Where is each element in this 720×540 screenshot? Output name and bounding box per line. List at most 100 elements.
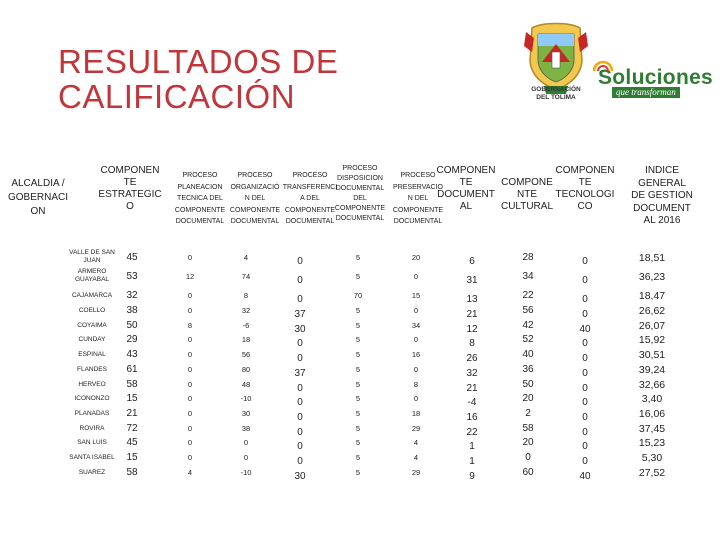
table-cell: 15 — [126, 452, 138, 463]
column-header-line: TE — [459, 177, 473, 188]
table-cell: 0 — [525, 452, 531, 463]
table-cell: 0 — [582, 427, 588, 438]
table-cell: 3,40 — [641, 393, 663, 405]
table-cell: -4 — [467, 397, 477, 408]
table-cell: 6 — [469, 256, 475, 267]
column-header-line: TE — [123, 177, 137, 188]
column-header-line: COMPONENTE — [334, 205, 386, 212]
table-cell: 0 — [582, 368, 588, 379]
table-cell: 5 — [355, 438, 361, 447]
table-cell: 22 — [466, 427, 478, 438]
table-cell: 5 — [355, 409, 361, 418]
table-cell: 43 — [126, 349, 138, 360]
table-cell: 29 — [126, 334, 138, 345]
table-cell: 5 — [355, 253, 361, 262]
table-cell: 0 — [582, 275, 588, 286]
table-cell: 8 — [469, 338, 475, 349]
title-line-1: RESULTADOS DE — [58, 43, 339, 80]
table-cell: 20 — [522, 393, 534, 404]
table-cell: 0 — [582, 412, 588, 423]
table-cell: 0 — [297, 456, 303, 467]
table-cell: 40 — [579, 471, 591, 482]
table-cell: 0 — [297, 353, 303, 364]
table-cell: 37,45 — [638, 423, 666, 435]
column-header: COMPONEN TE ESTRATEGIC O — [85, 165, 175, 213]
table-cell: 15 — [411, 291, 421, 300]
row-label: COELLO — [52, 307, 132, 315]
table-cell: 0 — [297, 412, 303, 423]
table-cell: 8 — [243, 291, 249, 300]
table-cell: 4 — [187, 468, 193, 477]
column-header-line: N DEL — [407, 195, 429, 202]
table-cell: 27,52 — [638, 467, 666, 479]
table-cell: 4 — [413, 438, 419, 447]
table-cell: -10 — [240, 468, 252, 477]
table-cell: 5 — [355, 350, 361, 359]
row-label: HERVEO — [52, 381, 132, 389]
column-header-line: A DEL — [300, 195, 320, 202]
column-header-line: INDICE — [645, 165, 679, 176]
table-cell: 32 — [466, 368, 478, 379]
row-label-line: ROVIRA — [79, 425, 105, 432]
table-cell: 53 — [126, 271, 138, 282]
row-label-line: SANTA ISABEL — [69, 454, 115, 461]
table-cell: 30,51 — [638, 349, 666, 361]
row-label-line: CUNDAY — [78, 336, 106, 343]
column-header-line: COMPONENTE — [174, 206, 226, 214]
table-cell: 29 — [411, 424, 421, 433]
column-header-line: DEL — [353, 195, 367, 202]
row-label-line: ICONONZO — [74, 395, 110, 402]
column-header: COMPONEN TE TECNOLOGI CO — [540, 165, 630, 213]
table-cell: 0 — [582, 309, 588, 320]
table-cell: 48 — [241, 380, 251, 389]
table-cell: 38 — [241, 424, 251, 433]
table-cell: 20 — [411, 253, 421, 262]
table-cell: 34 — [411, 321, 421, 330]
column-header-line: DISPOSICION — [337, 175, 383, 182]
table-cell: 12 — [185, 272, 195, 281]
table-cell: 0 — [187, 380, 193, 389]
row-label: ICONONZO — [52, 395, 132, 403]
table-cell: 0 — [187, 424, 193, 433]
column-header-line: DOCUMENTAL — [175, 218, 225, 225]
column-header-line: DE GESTION — [631, 190, 693, 201]
row-label: COYAIMA — [52, 322, 132, 330]
table-cell: 0 — [582, 383, 588, 394]
table-cell: 0 — [187, 291, 193, 300]
column-header: COMPONE NTE CULTURAL — [482, 177, 572, 213]
column-header-line: TECNOLOGI — [555, 189, 615, 200]
column-header-line: DOCUMENTAL — [230, 218, 280, 225]
table-cell: 52 — [522, 334, 534, 345]
row-label: FLANDES — [52, 366, 132, 374]
column-header: PROCESO TRANSFERENCI A DEL COMPONENTE DOCUME… — [265, 170, 355, 228]
table-cell: 8 — [413, 380, 419, 389]
table-cell: 36,23 — [638, 271, 666, 283]
column-header-line: ORGANIZACIÓ — [230, 183, 280, 191]
column-header-line: PROCESO — [182, 172, 218, 179]
table-cell: 18,51 — [638, 252, 666, 264]
table-cell: 12 — [466, 324, 478, 335]
column-header-line: O — [126, 201, 134, 212]
row-label-line: COYAIMA — [77, 322, 107, 329]
page-title: RESULTADOS DE CALIFICACIÓN — [58, 44, 338, 114]
table-cell: 0 — [187, 394, 193, 403]
table-cell: 30 — [294, 324, 306, 335]
table-cell: 32,66 — [638, 379, 666, 391]
brand-tagline: que transforman — [612, 87, 680, 98]
table-cell: 70 — [353, 291, 363, 300]
table-cell: 0 — [413, 365, 419, 374]
table-cell: 16 — [466, 412, 478, 423]
table-cell: 21 — [126, 408, 138, 419]
table-cell: -10 — [240, 394, 252, 403]
row-label: ROVIRA — [52, 425, 132, 433]
table-cell: 39,24 — [638, 364, 666, 376]
column-header-line: COMPONEN — [436, 165, 496, 176]
table-cell: 61 — [126, 364, 138, 375]
table-cell: 0 — [582, 456, 588, 467]
row-label-line: VALLE DE SAN — [69, 249, 115, 256]
row-label-line: JUAN — [83, 257, 101, 264]
row-label-line: COELLO — [78, 307, 106, 314]
column-header-line: TRANSFERENCI — [282, 183, 338, 191]
table-cell: 26 — [466, 353, 478, 364]
row-label-line: FLANDES — [77, 366, 107, 373]
